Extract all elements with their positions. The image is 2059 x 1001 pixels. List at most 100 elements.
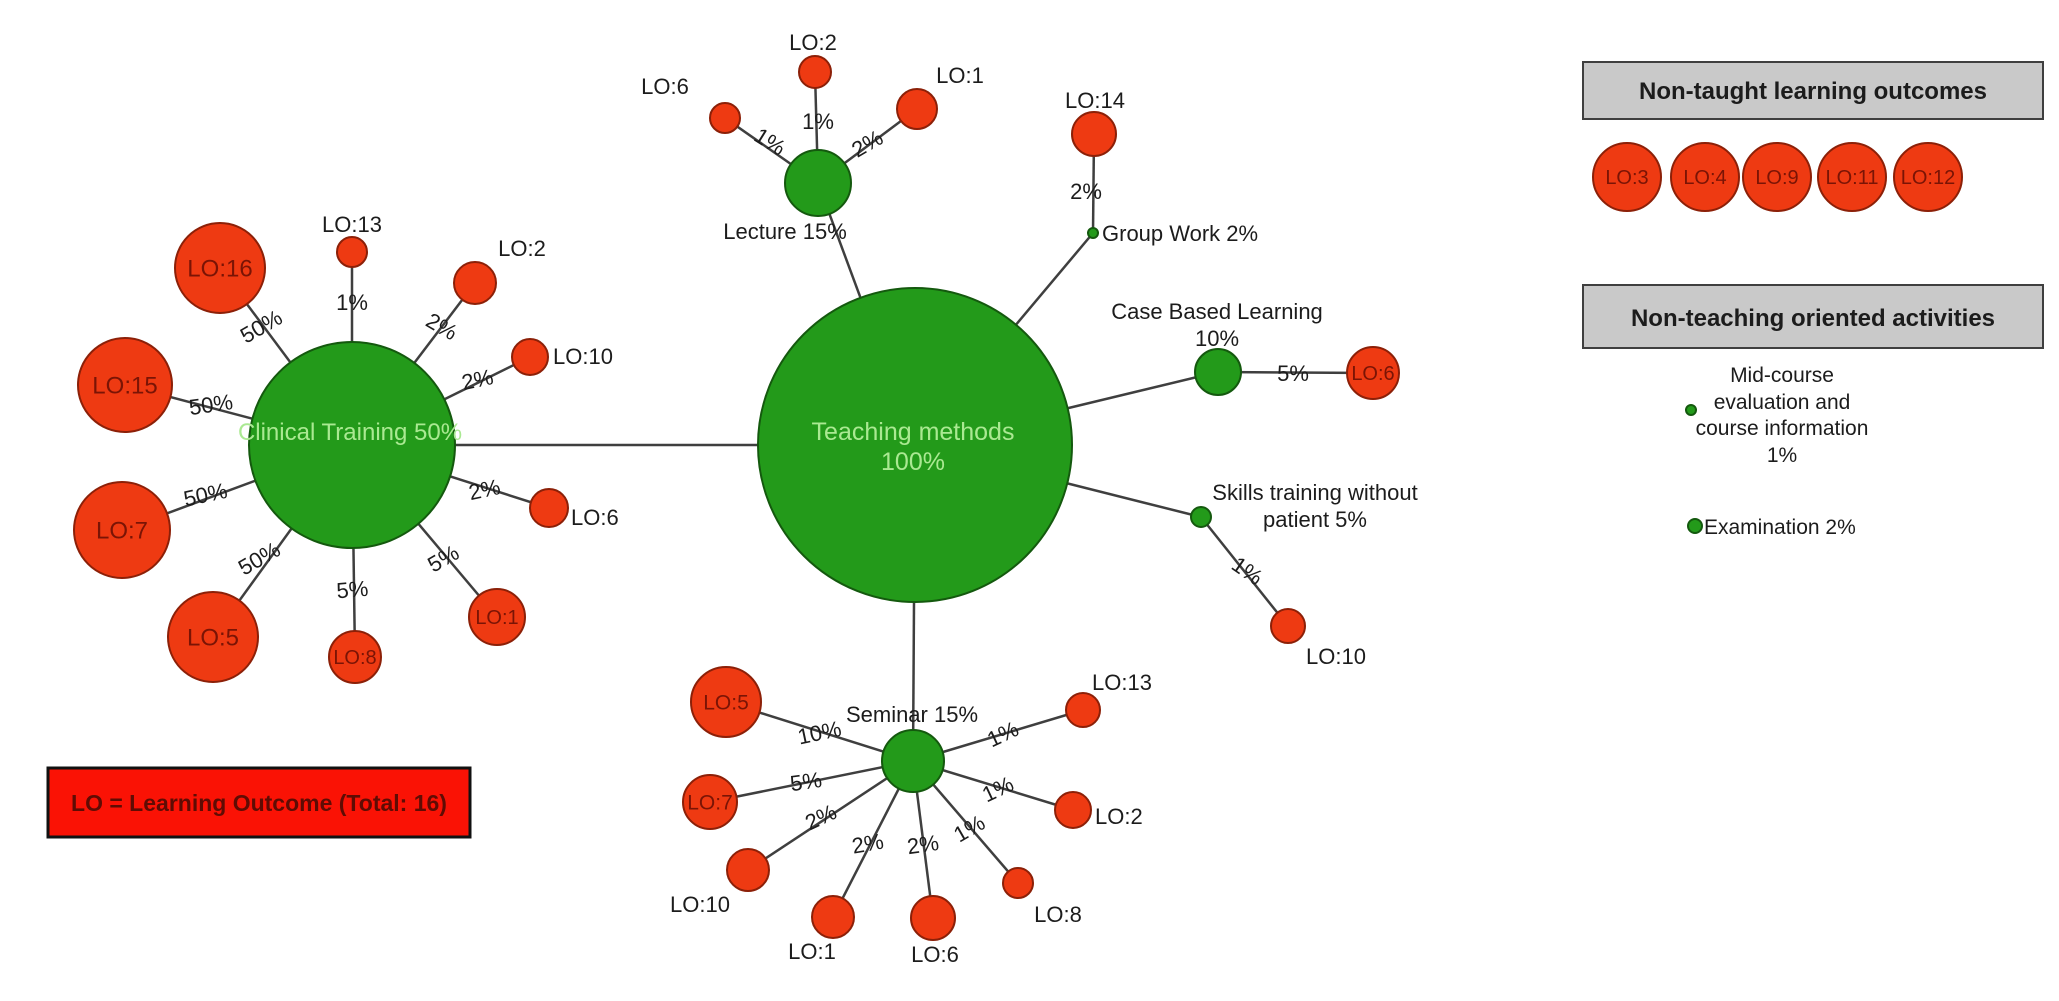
label-seminar-lo-6: LO:6 [911, 942, 959, 967]
label-seminar-lo-1: LO:1 [788, 939, 836, 964]
label-clinical-training-lo-7: LO:7 [96, 517, 148, 544]
note-text: LO = Learning Outcome (Total: 16) [71, 790, 447, 816]
label-clinical-training: Clinical Training 50% [238, 419, 462, 446]
node-clinical-training-lo-16 [174, 222, 266, 314]
edge-label-clinical-training-lo-10: 2% [459, 364, 495, 395]
node-skills-training-without-patient [1190, 506, 1212, 528]
legend-non-taught-title: Non-taught learning outcomes [1639, 78, 1987, 105]
label-skills-training-without-patient-lo-10: LO:10 [1306, 644, 1366, 669]
node-clinical-training-lo-10 [511, 338, 549, 376]
legend-label-mid-course-line3: course information [1696, 417, 1869, 440]
legend-node-lo-12 [1893, 142, 1963, 212]
edge-label-case-based-learning-lo-6: 5% [1277, 361, 1309, 386]
node-seminar-lo-13 [1065, 692, 1101, 728]
label-teaching-methods-line2: 100% [881, 448, 945, 476]
node-skills-training-without-patient-lo-10 [1270, 608, 1306, 644]
label-clinical-training-lo-13: LO:13 [322, 212, 382, 237]
legend-label-mid-course-line1: Mid-course [1730, 364, 1834, 387]
legend-node-lo-4 [1670, 142, 1740, 212]
edge-label-group-work-lo-14: 2% [1070, 179, 1102, 204]
label-clinical-training-lo-6: LO:6 [571, 505, 619, 530]
label-seminar-lo-8: LO:8 [1034, 902, 1082, 927]
note-box [46, 766, 472, 839]
label-skills-training-without-patient-line2: patient 5% [1263, 507, 1367, 532]
label-skills-training-without-patient-line1: Skills training without [1212, 480, 1417, 505]
legend-label-lo-4: LO:4 [1683, 167, 1726, 189]
edge-label-seminar-lo-5: 10% [795, 716, 843, 750]
label-clinical-training-lo-8: LO:8 [333, 647, 376, 669]
node-clinical-training-lo-5 [167, 591, 259, 683]
node-group-work-lo-14 [1071, 111, 1117, 157]
label-case-based-learning-lo-6: LO:6 [1351, 363, 1394, 385]
label-clinical-training-lo-5: LO:5 [187, 624, 239, 651]
edge-skills-training-without-patient-lo-10 [1200, 516, 1289, 627]
node-clinical-training-lo-1 [468, 588, 526, 646]
edge-label-lecture-lo-6: 1% [750, 123, 790, 161]
edge-seminar-lo-7 [709, 759, 914, 804]
label-seminar-lo-13: LO:13 [1092, 670, 1152, 695]
edge-label-clinical-training-lo-7: 50% [181, 478, 229, 512]
node-seminar-lo-7 [682, 774, 738, 830]
node-lecture-lo-6 [709, 102, 741, 134]
node-seminar-lo-10 [726, 848, 770, 892]
legend-node-mid-course [1685, 404, 1697, 416]
label-seminar-lo-10: LO:10 [670, 892, 730, 917]
edge-label-clinical-training-lo-6: 2% [466, 474, 502, 505]
legend-activities-title: Non-teaching oriented activities [1631, 305, 1995, 332]
edge-label-seminar-lo-6: 2% [905, 830, 940, 859]
edge-label-clinical-training-lo-2: 2% [422, 308, 462, 346]
edge-label-clinical-training-lo-8: 5% [335, 576, 369, 604]
label-seminar: Seminar 15% [846, 702, 978, 727]
label-lecture-lo-1: LO:1 [936, 63, 984, 88]
label-clinical-training-lo-10: LO:10 [553, 344, 613, 369]
edge-label-seminar-lo-2: 1% [978, 771, 1017, 807]
legend-node-lo-9 [1742, 142, 1812, 212]
label-lecture-lo-2: LO:2 [789, 30, 837, 55]
node-clinical-training-lo-8 [328, 630, 382, 684]
label-case-based-learning-line1: Case Based Learning [1111, 299, 1323, 324]
node-seminar-lo-1 [811, 895, 855, 939]
label-group-work-lo-14: LO:14 [1065, 88, 1125, 113]
edge-label-clinical-training-lo-13: 1% [336, 290, 368, 315]
node-clinical-training-lo-2 [453, 261, 497, 305]
label-clinical-training-lo-16: LO:16 [187, 255, 252, 282]
node-lecture-lo-1 [896, 88, 938, 130]
label-seminar-lo-5: LO:5 [703, 691, 749, 714]
legend-label-lo-11: LO:11 [1826, 167, 1879, 189]
edge-label-lecture-lo-2: 1% [802, 109, 834, 134]
label-teaching-methods-line1: Teaching methods [812, 418, 1015, 446]
label-lecture-lo-6: LO:6 [641, 74, 689, 99]
legend-label-lo-9: LO:9 [1755, 167, 1798, 189]
legend-label-mid-course-line2: evaluation and [1714, 391, 1851, 414]
label-clinical-training-lo-2: LO:2 [498, 236, 546, 261]
node-seminar-lo-5 [690, 666, 762, 738]
node-seminar [881, 729, 945, 793]
legend-label-examination: Examination 2% [1704, 516, 1856, 539]
label-group-work: Group Work 2% [1102, 221, 1258, 246]
node-clinical-training-lo-6 [529, 488, 569, 528]
node-teaching-methods [757, 287, 1073, 603]
label-lecture: Lecture 15% [723, 219, 847, 244]
edge-label-seminar-lo-7: 5% [788, 767, 823, 796]
node-seminar-lo-8 [1002, 867, 1034, 899]
node-clinical-training [248, 341, 456, 549]
edge-label-seminar-lo-1: 2% [850, 829, 886, 859]
label-clinical-training-lo-15: LO:15 [92, 372, 157, 399]
node-clinical-training-lo-15 [77, 337, 173, 433]
label-clinical-training-lo-1: LO:1 [475, 607, 518, 629]
node-case-based-learning-lo-6 [1346, 346, 1400, 400]
legend-label-lo-12: LO:12 [1901, 167, 1955, 189]
edge-label-clinical-training-lo-15: 50% [187, 389, 234, 420]
legend-node-lo-11 [1817, 142, 1887, 212]
legend-node-examination [1687, 518, 1703, 534]
node-lecture [784, 149, 852, 217]
node-clinical-training-lo-7 [73, 481, 171, 579]
node-seminar-lo-2 [1054, 791, 1092, 829]
legend-label-mid-course-line4: 1% [1767, 444, 1797, 467]
node-case-based-learning [1194, 348, 1242, 396]
edge-label-clinical-training-lo-16: 50% [236, 305, 287, 349]
node-seminar-lo-6 [910, 895, 956, 941]
legend-non-taught-box [1582, 61, 2044, 120]
